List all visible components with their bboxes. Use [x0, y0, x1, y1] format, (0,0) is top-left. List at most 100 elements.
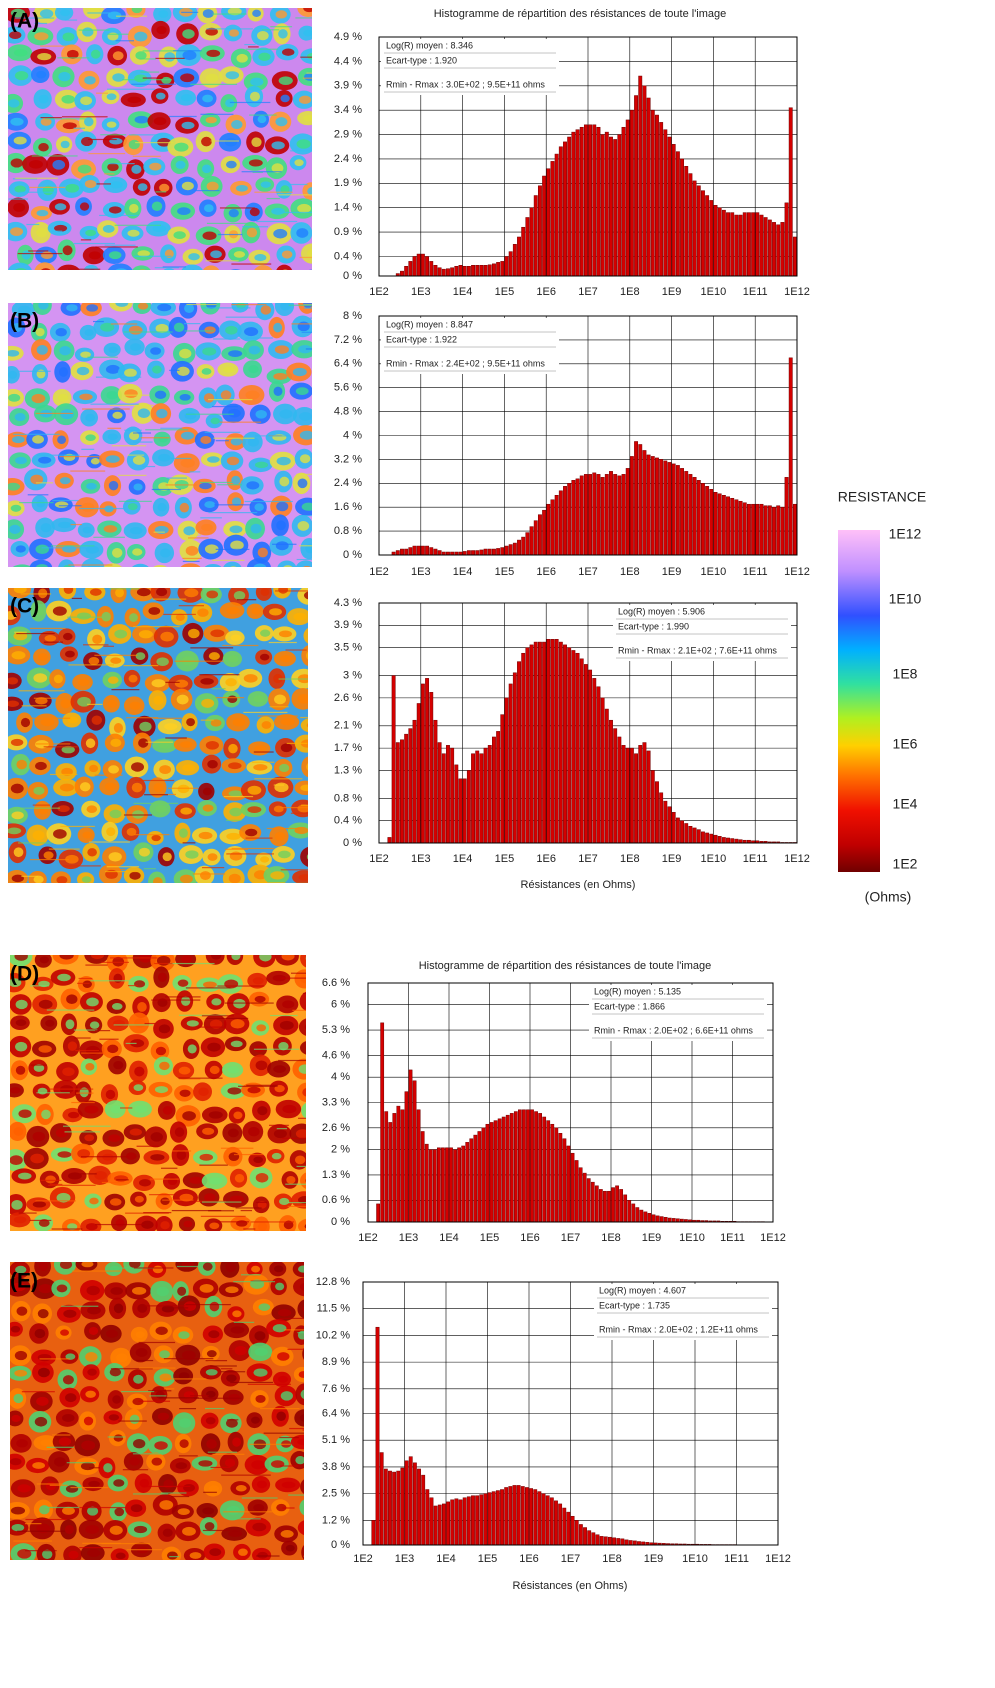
map-grain-core	[41, 718, 54, 726]
bar	[463, 1498, 466, 1545]
map-grain-core	[12, 1524, 25, 1531]
bar	[555, 495, 558, 555]
map-grain-core	[33, 831, 45, 841]
map-grain-core	[204, 501, 215, 508]
map-grain-core	[205, 1522, 215, 1530]
map-streak	[231, 263, 271, 264]
bar	[401, 1110, 404, 1222]
map-grain-core	[11, 1507, 25, 1515]
map-grain-core	[273, 373, 287, 380]
map-grain-core	[256, 1060, 268, 1070]
x-tick-label: 1E3	[411, 853, 431, 865]
y-tick-label: 3.3 %	[322, 1096, 350, 1108]
bar	[626, 468, 629, 555]
map-streak	[74, 128, 85, 129]
map-grain	[301, 718, 323, 733]
map-streak	[206, 1018, 248, 1019]
bar	[459, 779, 462, 843]
map-grain-core	[247, 806, 261, 813]
map-streak	[269, 1125, 289, 1126]
map-streak	[200, 114, 233, 115]
map-streak	[201, 720, 214, 721]
bar	[449, 1148, 452, 1222]
bar	[575, 1160, 578, 1222]
x-tick-label: 1E5	[495, 853, 515, 865]
map-streak	[118, 475, 146, 476]
bar	[634, 96, 637, 276]
bar	[385, 1112, 388, 1222]
bar	[608, 1537, 611, 1545]
map-streak	[19, 1212, 37, 1213]
map-streak	[203, 1492, 217, 1493]
map-grain-core	[130, 1415, 140, 1424]
map-grain-core	[60, 409, 73, 419]
map-grain	[221, 1238, 242, 1256]
bar	[522, 1110, 525, 1222]
bar	[451, 1500, 454, 1545]
map-grain-core	[260, 588, 269, 596]
bar	[793, 237, 796, 276]
bar	[438, 268, 441, 276]
map-streak	[109, 588, 139, 589]
map-streak	[93, 321, 104, 322]
map-grain-core	[81, 1261, 93, 1267]
x-tick-label: 1E10	[682, 1553, 708, 1565]
map-grain-core	[303, 115, 315, 121]
map-grain-core	[275, 1283, 284, 1291]
bar	[501, 548, 504, 555]
map-streak	[184, 323, 200, 324]
map-grain	[51, 1241, 72, 1256]
map-grain-core	[163, 852, 172, 861]
map-grain-core	[7, 677, 18, 684]
map-grain-core	[65, 184, 79, 193]
bar	[710, 834, 713, 843]
bar	[467, 266, 470, 276]
bar	[668, 462, 671, 555]
x-tick-label: 1E6	[536, 566, 556, 578]
map-grain	[316, 565, 340, 583]
bar	[588, 125, 591, 276]
resistance-map	[4, 1254, 351, 1588]
bar	[434, 265, 437, 276]
map-grain-core	[229, 526, 242, 534]
map-grain-core	[296, 1238, 307, 1245]
map-streak	[208, 399, 252, 400]
map-grain-core	[318, 614, 330, 621]
map-grain	[290, 1233, 310, 1248]
bar	[693, 828, 696, 843]
map-grain-core	[87, 1306, 101, 1314]
bar	[433, 1150, 436, 1222]
map-grain-core	[203, 788, 212, 796]
y-tick-label: 4.4 %	[334, 55, 362, 67]
bar	[647, 455, 650, 555]
bar	[760, 504, 763, 555]
map-grain-core	[81, 1440, 95, 1450]
bar	[668, 137, 671, 276]
map-streak	[49, 848, 80, 849]
map-grain-core	[184, 1301, 196, 1311]
map-grain-core	[229, 790, 243, 796]
x-tick-label: 1E11	[743, 853, 768, 865]
map-grain-core	[9, 1155, 22, 1165]
bar	[534, 521, 537, 555]
bar	[591, 1182, 594, 1222]
map-grain-core	[84, 76, 96, 85]
map-grain-core	[258, 53, 270, 61]
map-grain-core	[116, 1219, 125, 1226]
bar	[542, 176, 545, 276]
map-grain	[202, 265, 220, 282]
bar	[459, 1500, 462, 1545]
map-grain-core	[185, 412, 197, 419]
map-grain	[301, 1102, 320, 1120]
map-grain-core	[80, 782, 91, 791]
map-grain-core	[154, 117, 167, 125]
map-streak	[32, 155, 78, 156]
map-grain-core	[180, 394, 191, 401]
map-streak	[61, 1306, 98, 1307]
bar	[628, 1200, 631, 1222]
bar	[482, 1128, 485, 1222]
map-grain-core	[280, 655, 292, 662]
map-streak	[218, 234, 243, 235]
map-grain-core	[156, 1287, 169, 1297]
map-streak	[133, 1453, 161, 1454]
